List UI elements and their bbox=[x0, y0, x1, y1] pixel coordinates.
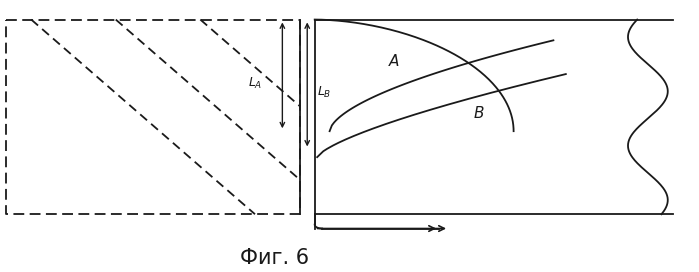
Text: B: B bbox=[474, 106, 484, 121]
Text: Фиг. 6: Фиг. 6 bbox=[240, 248, 310, 268]
Text: A: A bbox=[389, 54, 400, 69]
Text: $L_B$: $L_B$ bbox=[317, 85, 332, 100]
Text: $L_A$: $L_A$ bbox=[248, 76, 262, 91]
